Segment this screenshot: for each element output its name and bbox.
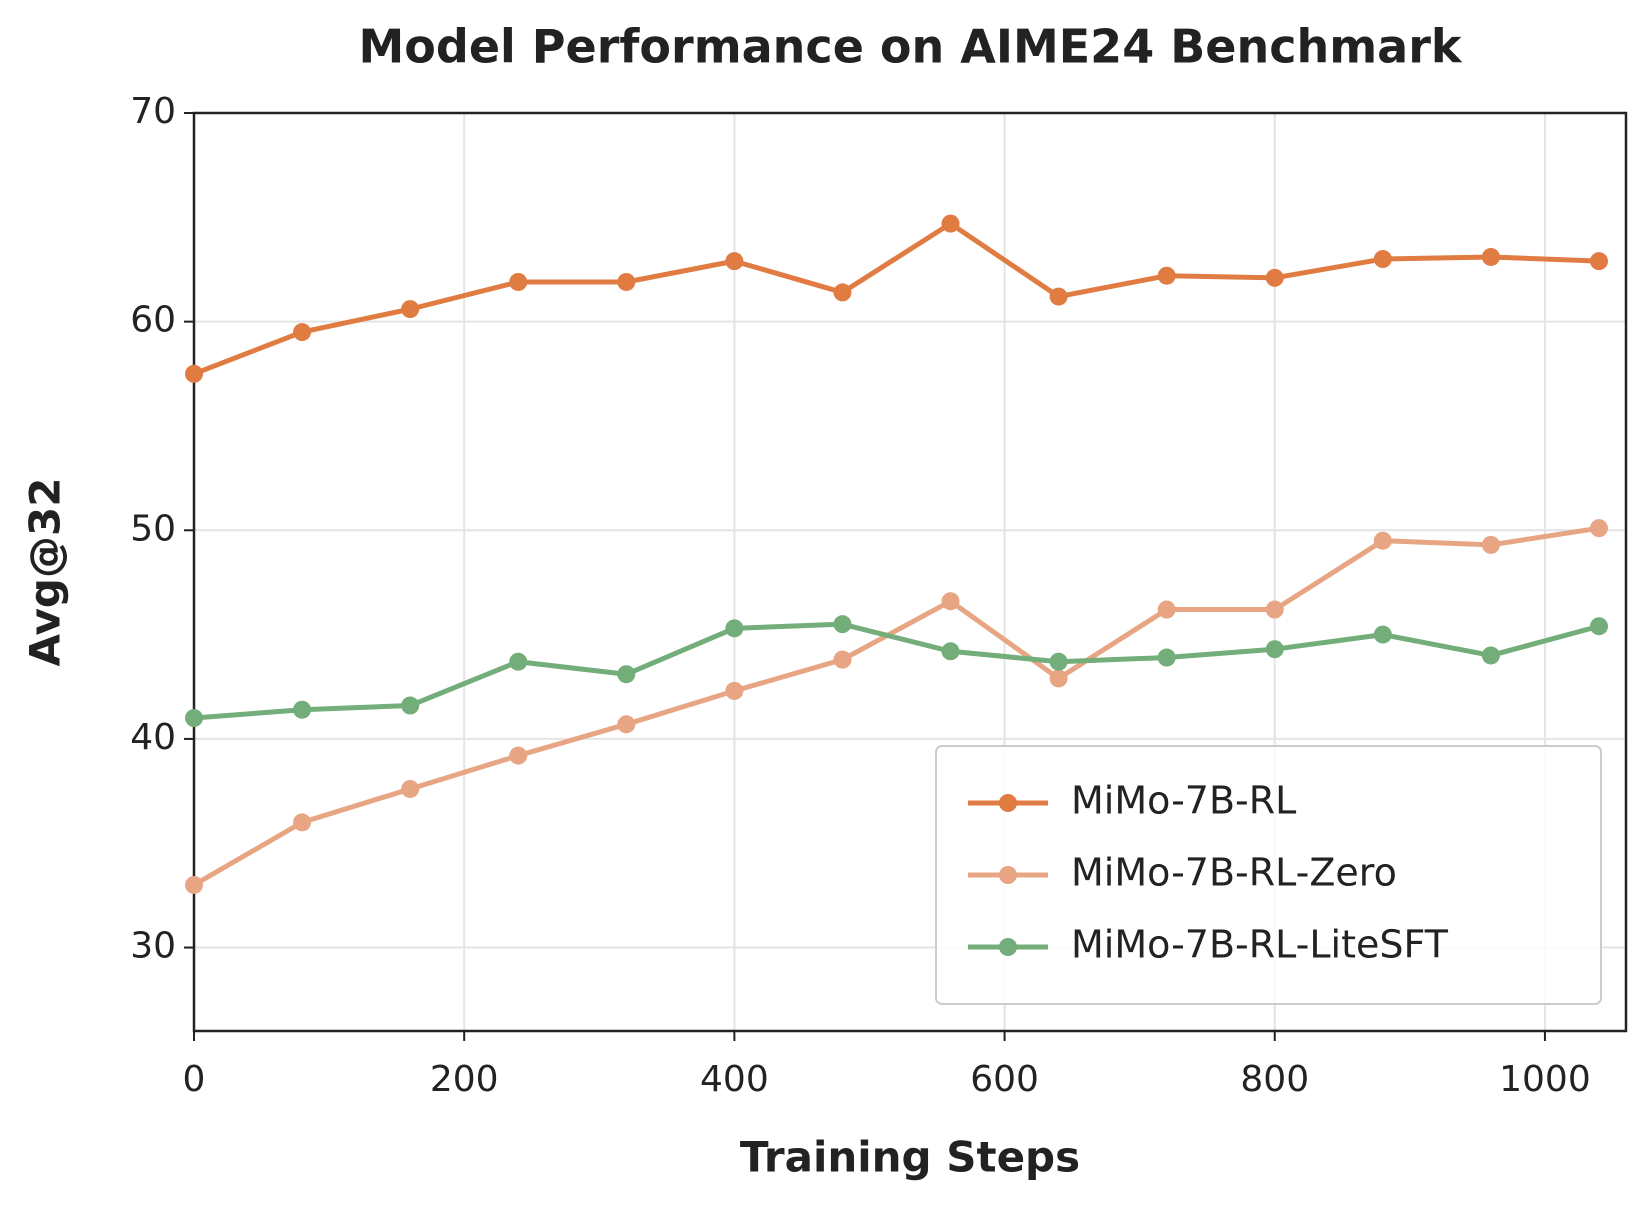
data-point — [1157, 600, 1176, 619]
data-point — [509, 746, 528, 765]
data-point — [1481, 646, 1500, 665]
data-point — [833, 283, 852, 302]
y-tick-label: 60 — [130, 300, 176, 341]
data-point — [1157, 266, 1176, 285]
data-point — [185, 875, 203, 894]
data-point — [617, 272, 636, 291]
data-point — [293, 813, 312, 832]
data-point — [185, 709, 203, 728]
data-point — [1265, 600, 1284, 619]
data-point — [1157, 648, 1176, 667]
data-point — [185, 364, 203, 383]
data-point — [1373, 250, 1392, 269]
data-point — [725, 619, 744, 638]
series-line — [193, 621, 1600, 721]
y-tick-label: 40 — [130, 717, 176, 758]
y-axis-label: Avg@32 — [21, 478, 70, 667]
data-point — [1481, 535, 1500, 554]
x-tick-label: 400 — [700, 1059, 769, 1100]
data-point — [401, 696, 420, 715]
data-point — [617, 715, 636, 734]
chart-title: Model Performance on AIME24 Benchmark — [359, 20, 1463, 74]
data-point — [509, 272, 528, 291]
data-point — [941, 214, 960, 233]
legend-marker — [999, 794, 1017, 812]
data-point — [1265, 268, 1284, 287]
y-tick-label: 50 — [130, 508, 176, 549]
x-tick-label: 0 — [183, 1059, 206, 1100]
data-point — [941, 642, 960, 661]
series-line — [193, 221, 1600, 377]
data-point — [1373, 531, 1392, 550]
legend-marker — [999, 866, 1017, 884]
data-point — [725, 681, 744, 700]
data-point — [509, 652, 528, 671]
data-point — [1589, 617, 1608, 636]
data-point — [1049, 669, 1068, 688]
data-point — [725, 252, 744, 271]
legend: MiMo-7B-RL MiMo-7B-RL-Zero MiMo-7B-RL-Lite… — [935, 745, 1602, 1005]
legend-label: MiMo-7B-RL-Zero — [1071, 851, 1397, 895]
y-tick-label: 30 — [130, 926, 176, 967]
legend-box — [935, 745, 1602, 1005]
y-tick-label: 70 — [130, 91, 176, 132]
plot-frame — [192, 111, 1628, 1033]
data-point — [617, 665, 636, 684]
data-point — [833, 650, 852, 669]
x-tick-label: 800 — [1240, 1059, 1309, 1100]
data-point — [401, 300, 420, 319]
x-axis-label: Training Steps — [740, 1133, 1080, 1182]
data-point — [1049, 652, 1068, 671]
data-point — [293, 323, 312, 342]
x-tick-label: 200 — [430, 1059, 499, 1100]
data-point — [1481, 247, 1500, 266]
data-point — [1589, 519, 1608, 538]
series-line — [192, 525, 1600, 888]
data-point — [401, 779, 420, 798]
data-point — [1589, 252, 1608, 271]
data-point — [941, 592, 960, 611]
legend-marker — [999, 938, 1017, 956]
data-point — [833, 615, 852, 634]
legend-label: MiMo-7B-RL — [1071, 779, 1296, 823]
x-tick-label: 1000 — [1499, 1059, 1591, 1100]
data-point — [293, 700, 312, 719]
data-point — [1373, 625, 1392, 644]
data-point — [1265, 640, 1284, 659]
x-tick-label: 600 — [970, 1059, 1039, 1100]
data-point — [1049, 287, 1068, 306]
legend-label: MiMo-7B-RL-LiteSFT — [1071, 923, 1449, 967]
